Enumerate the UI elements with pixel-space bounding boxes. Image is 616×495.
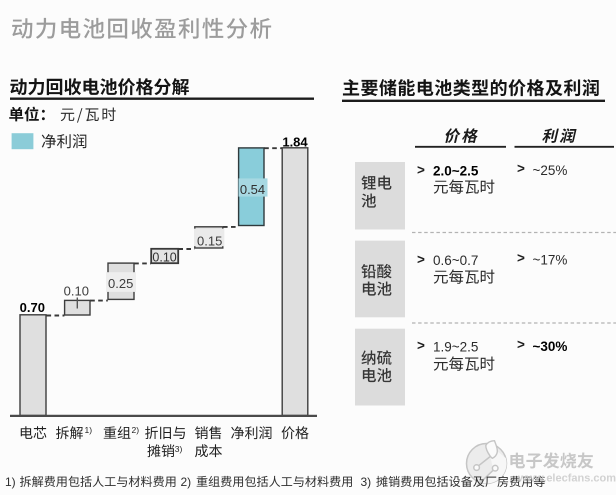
svg-text:>: > xyxy=(417,338,425,353)
svg-text:~25%: ~25% xyxy=(533,163,568,178)
svg-text:>: > xyxy=(517,251,525,266)
svg-text:2): 2) xyxy=(181,475,192,489)
svg-text:>: > xyxy=(417,252,425,267)
svg-text:1): 1) xyxy=(85,425,93,435)
svg-text:0.25: 0.25 xyxy=(108,276,133,291)
svg-text:0.54: 0.54 xyxy=(240,182,265,197)
svg-text:0.6~0.7: 0.6~0.7 xyxy=(433,253,478,268)
svg-text:1.9~2.5: 1.9~2.5 xyxy=(433,340,478,355)
svg-text:>: > xyxy=(517,337,525,352)
svg-text:~30%: ~30% xyxy=(533,339,568,354)
svg-text:1): 1) xyxy=(5,475,16,489)
svg-text:1.84: 1.84 xyxy=(282,135,308,150)
svg-text:0.15: 0.15 xyxy=(197,234,222,249)
svg-text:3): 3) xyxy=(175,444,183,454)
svg-text:0.10: 0.10 xyxy=(152,251,176,265)
svg-text:www.elecfans.com: www.elecfans.com xyxy=(517,473,616,485)
svg-text:>: > xyxy=(417,163,425,178)
svg-text:2): 2) xyxy=(132,425,140,435)
svg-text:0.70: 0.70 xyxy=(20,300,45,315)
svg-text:2.0~2.5: 2.0~2.5 xyxy=(433,164,479,179)
svg-text:>: > xyxy=(517,161,525,176)
svg-text:0.10: 0.10 xyxy=(64,284,89,299)
svg-text:~17%: ~17% xyxy=(533,253,568,268)
svg-text:3): 3) xyxy=(361,475,372,489)
